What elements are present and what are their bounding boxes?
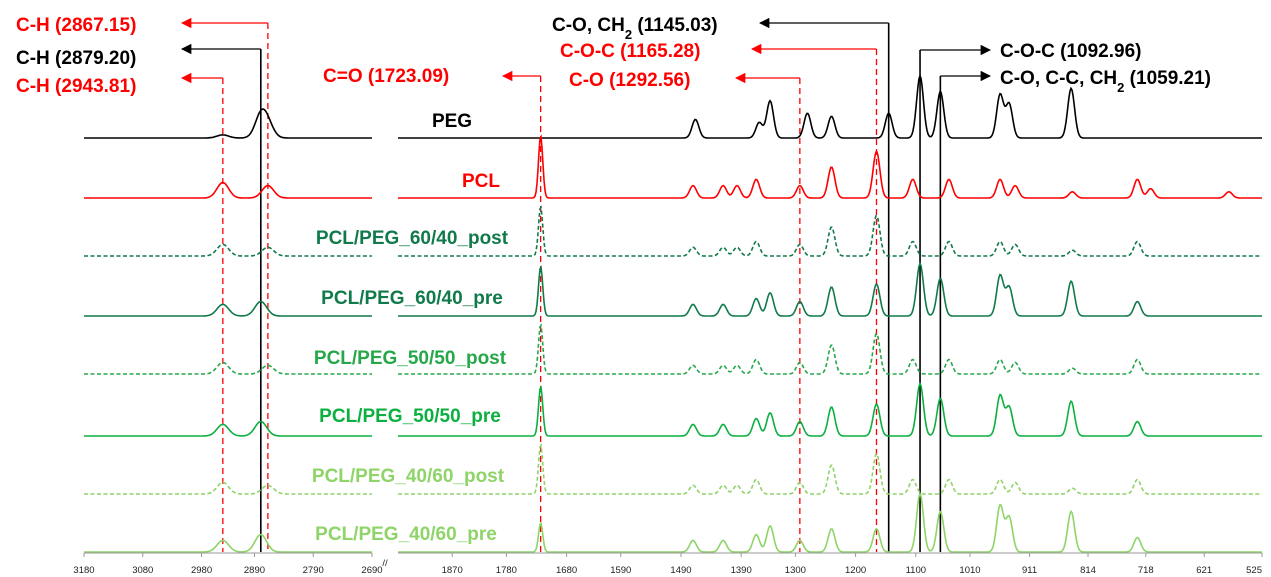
x-tick-label-1780: 1780 bbox=[496, 565, 517, 576]
annotation-ch-2867: C-H (2867.15) bbox=[16, 15, 136, 36]
x-tick-label-1200: 1200 bbox=[845, 565, 866, 576]
annotation-co-1292-part0: C-O (1292.56) bbox=[569, 70, 690, 91]
spectrum-pcl-seg2 bbox=[398, 134, 1262, 199]
x-tick-label-3080: 3080 bbox=[132, 565, 153, 576]
x-tick-label-3180: 3180 bbox=[73, 565, 94, 576]
series-label-pcl-peg-50-50-post: PCL/PEG_50/50_post bbox=[314, 348, 507, 369]
annotation-co-1292: C-O (1292.56) bbox=[569, 70, 690, 91]
spectrum-pcl-peg-50-50-pre-seg1 bbox=[84, 420, 372, 437]
annotation-ch-2943-part1: 2943.81 bbox=[61, 76, 130, 97]
spectrum-pcl-peg-40-60-post-seg1 bbox=[84, 481, 372, 495]
annotation-co-1145-part1: 2 bbox=[625, 27, 632, 42]
annotation-co-1059-part0: C-O, C-C, CH bbox=[1000, 68, 1117, 89]
spectrum-pcl-peg-60-40-post-seg2 bbox=[398, 205, 1262, 257]
annotation-ch-2867-part1: 2867.15 bbox=[61, 15, 130, 36]
annotation-coc-1092-part0: C-O-C (1092.96) bbox=[1000, 41, 1142, 62]
series-label-pcl-peg-60-40-post: PCL/PEG_60/40_post bbox=[316, 228, 509, 249]
reference-lines bbox=[222, 23, 942, 552]
x-tick-label-2980: 2980 bbox=[191, 565, 212, 576]
series-label-pcl: PCL bbox=[462, 171, 500, 192]
annotation-co-1145-part2: (1145.03) bbox=[632, 15, 718, 36]
x-tick-label-525: 525 bbox=[1246, 565, 1262, 576]
series-label-pcl-peg-50-50-pre: PCL/PEG_50/50_pre bbox=[319, 406, 501, 427]
annotation-co-1723-part0: C=O ( bbox=[323, 66, 375, 87]
annotation-co-1059: C-O, C-C, CH2 (1059.21) bbox=[1000, 68, 1211, 95]
spectra bbox=[84, 73, 1262, 553]
x-tick-label-2790: 2790 bbox=[303, 565, 324, 576]
axis-break-mark: // bbox=[382, 558, 388, 569]
annotation-co-1059-part2: (1059.21) bbox=[1124, 68, 1211, 89]
x-tick-label-1100: 1100 bbox=[906, 565, 926, 576]
annotation-ch-2879-part0: C-H (2879.20) bbox=[16, 48, 136, 69]
x-tick-label-1010: 1010 bbox=[959, 565, 980, 576]
x-tick-label-1390: 1390 bbox=[731, 565, 752, 576]
spectrum-pcl-peg-50-50-post-seg2 bbox=[398, 323, 1262, 375]
series-label-pcl-peg-40-60-post: PCL/PEG_40/60_post bbox=[312, 466, 505, 487]
x-tick-label-814: 814 bbox=[1080, 565, 1096, 576]
series-label-pcl-peg-60-40-pre: PCL/PEG_60/40_pre bbox=[321, 288, 503, 309]
spectrum-pcl-peg-60-40-pre-seg2 bbox=[398, 261, 1262, 317]
x-axis: 3180 3080 2980 2890 2790 2690 1870 1780 1680 1590… bbox=[73, 552, 1263, 576]
annotation-ch-2943: C-H (2943.81) bbox=[16, 76, 136, 97]
annotation-co-1723: C=O (1723.09) bbox=[323, 66, 449, 87]
annotation-co-1723-part2: ) bbox=[443, 66, 449, 87]
x-tick-label-911: 911 bbox=[1022, 565, 1037, 576]
series-label-pcl-peg-40-60-pre: PCL/PEG_40/60_pre bbox=[315, 524, 497, 545]
x-tick-label-1680: 1680 bbox=[556, 565, 577, 576]
x-tick-label-2890: 2890 bbox=[244, 565, 265, 576]
x-tick-label-1870: 1870 bbox=[442, 565, 463, 576]
annotation-ch-2943-part2: ) bbox=[130, 76, 136, 97]
spectrum-pcl-peg-60-40-pre-seg1 bbox=[84, 300, 372, 317]
series-labels: PEG PCL PCL/PEG_60/40_post PCL/PEG_60/40_pr… bbox=[312, 111, 509, 545]
annotation-ch-2867-part0: C-H ( bbox=[16, 15, 62, 36]
spectrum-pcl-peg-50-50-post-seg1 bbox=[84, 361, 372, 375]
annotation-ch-2943-part0: C-H ( bbox=[16, 76, 62, 97]
x-tick-label-1590: 1590 bbox=[610, 565, 631, 576]
x-tick-label-718: 718 bbox=[1138, 565, 1154, 576]
annotation-co-1059-part1: 2 bbox=[1117, 80, 1124, 95]
peak-annotations: C-H (2867.15)C-H (2879.20)C-H (2943.81) C… bbox=[16, 15, 1211, 97]
spectrum-peg-seg1 bbox=[84, 108, 372, 139]
spectrum-pcl-peg-40-60-post-seg2 bbox=[398, 443, 1262, 495]
annotation-ch-2879: C-H (2879.20) bbox=[16, 48, 136, 69]
spectrum-pcl-seg1 bbox=[84, 181, 372, 199]
x-tick-label-1490: 1490 bbox=[670, 565, 691, 576]
x-tick-label-2690: 2690 bbox=[361, 565, 382, 576]
spectrum-peg-seg2 bbox=[398, 73, 1262, 139]
annotation-co-1723-part1: 1723.09 bbox=[374, 66, 443, 87]
spectrum-pcl-peg-40-60-pre-seg1 bbox=[84, 533, 372, 553]
annotation-ch-2867-part2: ) bbox=[130, 15, 136, 36]
annotation-co-1145: C-O, CH2 (1145.03) bbox=[552, 15, 718, 42]
spectrum-pcl-peg-50-50-pre-seg2 bbox=[398, 381, 1262, 437]
spectrum-pcl-peg-40-60-pre-seg2 bbox=[398, 491, 1262, 553]
annotation-co-1145-part0: C-O, CH bbox=[552, 15, 625, 36]
annotation-coc-1092: C-O-C (1092.96) bbox=[1000, 41, 1142, 62]
x-tick-label-1300: 1300 bbox=[785, 565, 806, 576]
series-label-peg: PEG bbox=[432, 111, 472, 132]
spectrum-pcl-peg-60-40-post-seg1 bbox=[84, 243, 372, 257]
annotation-coc-1165-part0: C-O-C (1165.28) bbox=[560, 41, 700, 62]
annotation-coc-1165: C-O-C (1165.28) bbox=[560, 41, 700, 62]
x-tick-label-621: 621 bbox=[1196, 565, 1212, 576]
